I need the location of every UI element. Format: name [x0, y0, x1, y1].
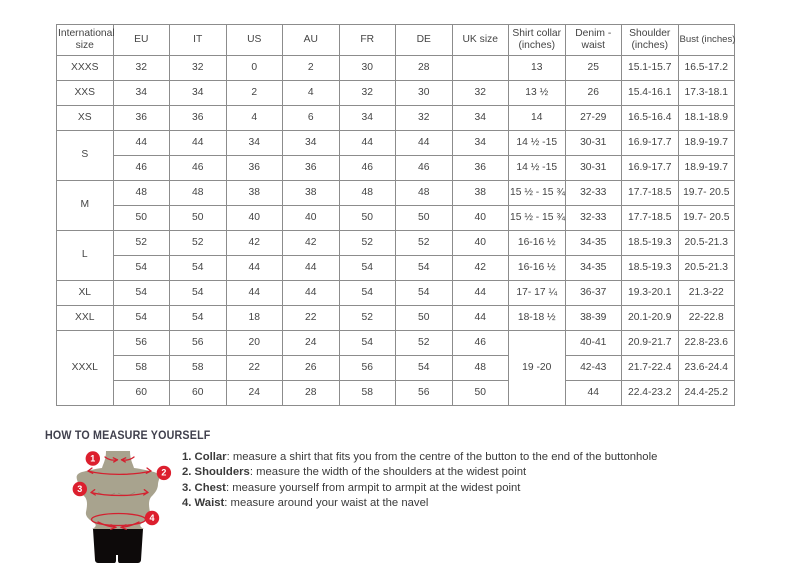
svg-text:1: 1: [90, 453, 95, 463]
svg-text:4: 4: [149, 513, 154, 523]
svg-text:2: 2: [161, 468, 166, 478]
svg-text:3: 3: [77, 484, 82, 494]
